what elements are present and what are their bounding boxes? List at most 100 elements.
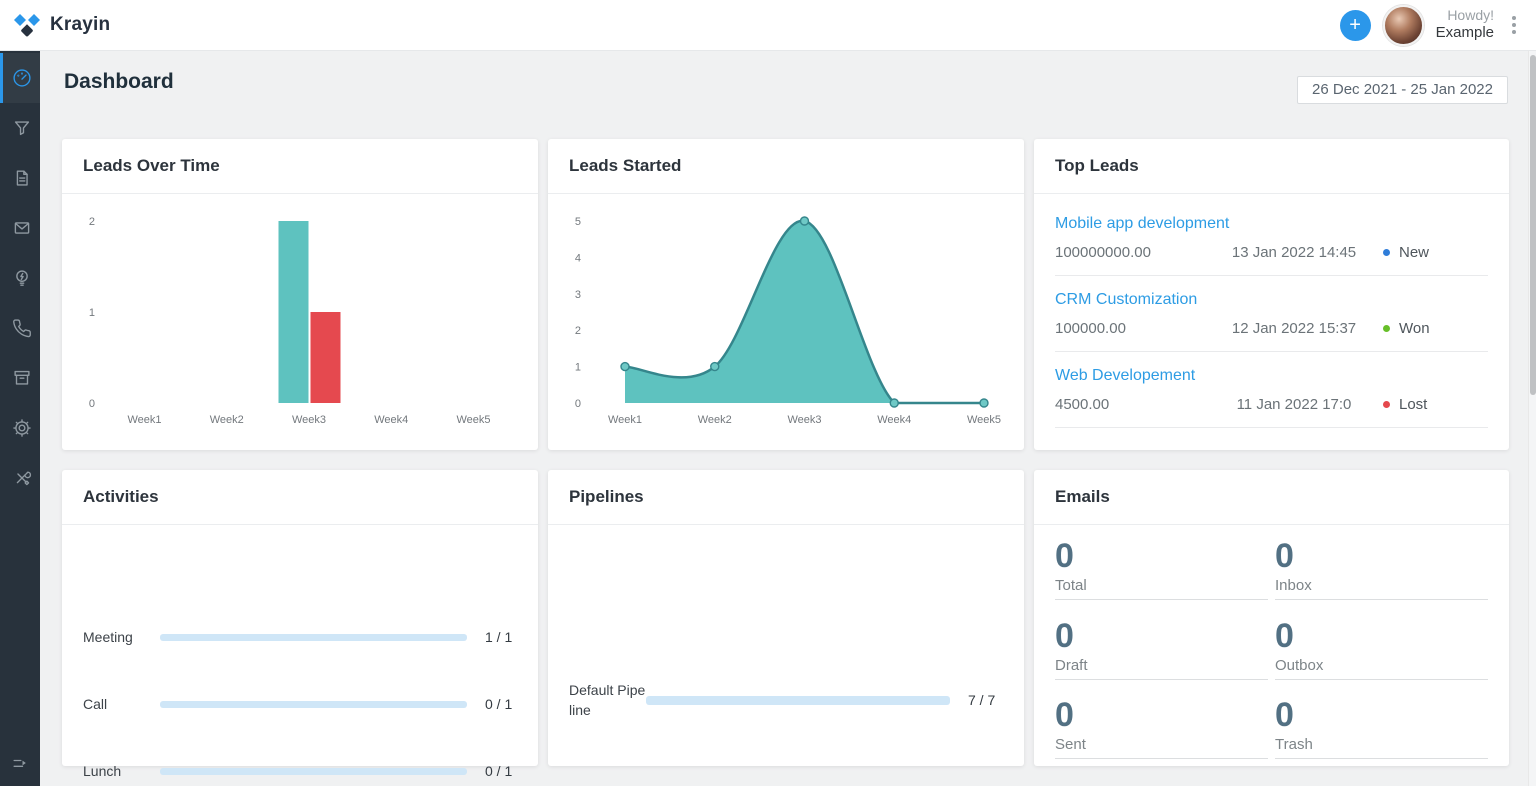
card-body: 0 1 2 Week1 Week2 Week3 Week4 Week5 xyxy=(62,194,538,450)
email-stat-sent: 0 Sent xyxy=(1055,696,1268,760)
status-label: New xyxy=(1399,244,1430,261)
svg-text:Week3: Week3 xyxy=(292,414,326,426)
pipeline-row-default: Default Pipeline 7 / 7 xyxy=(548,680,1024,720)
card-title: Activities xyxy=(83,487,159,506)
card-leads-started: Leads Started 0 1 2 3 4 5 Week1 Week2 Week3 Week4… xyxy=(548,139,1024,450)
card-activities: Activities Meeting 1 / 1 Call 0 / 1 xyxy=(62,470,538,779)
stat-value: 0 xyxy=(1275,696,1294,735)
brand-logo[interactable]: Krayin xyxy=(0,13,110,38)
activity-label: Call xyxy=(83,696,108,712)
card-header: Pipelines xyxy=(548,470,1024,525)
stat-label: Total xyxy=(1055,577,1087,594)
sidebar-item-archive[interactable] xyxy=(0,353,40,403)
progress-bar xyxy=(646,695,950,705)
lead-status: New xyxy=(1383,244,1488,261)
email-stat-inbox: 0 Inbox xyxy=(1275,538,1488,600)
top-lead-row: Web Developement 4500.00 11 Jan 2022 17:… xyxy=(1055,352,1488,428)
svg-text:Week2: Week2 xyxy=(698,414,732,426)
svg-text:1: 1 xyxy=(89,307,95,319)
sidebar-item-contacts[interactable] xyxy=(0,303,40,353)
stat-value: 0 xyxy=(1055,616,1074,655)
card-emails: Emails 0 Total 0 Inbox 0 Draft 0 Outbox xyxy=(1034,470,1509,766)
leads-over-time-bar-chart: 0 1 2 Week1 Week2 Week3 Week4 Week5 xyxy=(89,216,491,426)
sidebar-item-configuration[interactable] xyxy=(0,453,40,503)
svg-text:Week1: Week1 xyxy=(608,414,642,426)
card-body: Default Pipeline 7 / 7 xyxy=(548,525,1024,766)
sidebar xyxy=(0,50,40,786)
stat-value: 0 xyxy=(1055,537,1074,575)
pipeline-value: 7 / 7 xyxy=(968,692,996,708)
lead-title-link[interactable]: Web Developement xyxy=(1055,367,1196,384)
status-dot xyxy=(1383,249,1390,256)
progress-bar xyxy=(160,633,467,641)
stat-value: 0 xyxy=(1055,696,1074,735)
brand-name: Krayin xyxy=(50,14,111,35)
activity-value: 1 / 1 xyxy=(485,629,513,645)
card-body: 0 1 2 3 4 5 Week1 Week2 Week3 Week4 Week5 xyxy=(548,194,1024,450)
email-stat-draft: 0 Draft xyxy=(1055,618,1268,680)
card-header: Emails xyxy=(1034,470,1509,525)
activity-value: 0 / 1 xyxy=(485,763,513,779)
scrollbar-thumb[interactable] xyxy=(1530,55,1536,395)
progress-bar xyxy=(160,767,467,775)
card-top-leads: Top Leads Mobile app development 1000000… xyxy=(1034,139,1509,450)
stat-label: Sent xyxy=(1055,736,1086,754)
pipeline-label: Default Pipeline xyxy=(569,682,646,718)
plus-icon: + xyxy=(1349,13,1361,36)
sidebar-item-settings[interactable] xyxy=(0,403,40,453)
user-greeting: Howdy! Example xyxy=(1436,7,1494,43)
funnel-icon xyxy=(14,121,29,136)
krayin-logo-icon xyxy=(14,13,40,36)
sidebar-collapse-button[interactable] xyxy=(0,746,40,780)
lead-value: 100000.00 xyxy=(1055,320,1126,337)
svg-text:Week1: Week1 xyxy=(127,414,161,426)
card-header: Top Leads xyxy=(1034,139,1509,194)
archive-box-icon xyxy=(13,370,30,385)
svg-text:Week3: Week3 xyxy=(787,414,821,426)
card-leads-over-time: Leads Over Time 0 1 2 Week1 Week2 Week3 Week4 W… xyxy=(62,139,538,450)
sidebar-item-mail[interactable] xyxy=(0,203,40,253)
stat-value: 0 xyxy=(1275,537,1294,575)
status-label: Won xyxy=(1399,320,1430,337)
stat-label: Inbox xyxy=(1275,577,1312,594)
lead-meta: 4500.00 11 Jan 2022 17:0 Lost xyxy=(1055,396,1488,413)
page-scrollbar xyxy=(1528,50,1536,786)
lead-title-link[interactable]: Mobile app development xyxy=(1055,215,1230,232)
email-stat-trash: 0 Trash xyxy=(1275,696,1488,760)
card-title: Emails xyxy=(1055,487,1110,506)
page-title: Dashboard xyxy=(64,70,174,93)
lead-title-link[interactable]: CRM Customization xyxy=(1055,291,1198,308)
sidebar-item-products[interactable] xyxy=(0,253,40,303)
file-document-icon xyxy=(16,170,28,186)
card-title: Pipelines xyxy=(569,487,644,506)
status-dot xyxy=(1383,325,1390,332)
header-right-cluster: + Howdy! Example xyxy=(1339,4,1536,46)
svg-text:Week2: Week2 xyxy=(210,414,244,426)
kebab-menu-icon[interactable] xyxy=(1506,12,1522,38)
create-button[interactable]: + xyxy=(1339,9,1371,41)
sidebar-item-leads[interactable] xyxy=(0,103,40,153)
user-avatar[interactable] xyxy=(1382,4,1424,46)
svg-text:5: 5 xyxy=(575,216,581,228)
stat-value: 0 xyxy=(1275,616,1294,655)
activity-label: Meeting xyxy=(83,629,133,645)
sidebar-item-quotes[interactable] xyxy=(0,153,40,203)
date-range-picker[interactable]: 26 Dec 2021 - 25 Jan 2022 xyxy=(1297,76,1508,104)
card-pipelines: Pipelines Default Pipeline 7 / 7 xyxy=(548,470,1024,766)
lead-date: 11 Jan 2022 17:0 xyxy=(1236,396,1352,413)
email-stat-outbox: 0 Outbox xyxy=(1275,618,1488,680)
activity-row-lunch: Lunch 0 / 1 xyxy=(62,761,538,781)
email-stat-total: 0 Total xyxy=(1055,538,1268,600)
lead-value: 100000000.00 xyxy=(1055,244,1151,261)
lead-meta: 100000.00 12 Jan 2022 15:37 Won xyxy=(1055,320,1488,337)
lead-status: Won xyxy=(1383,320,1488,337)
tools-icon xyxy=(16,471,31,486)
lead-date: 13 Jan 2022 14:45 xyxy=(1231,244,1357,261)
card-header: Activities xyxy=(62,470,538,525)
divider xyxy=(1055,351,1488,352)
stat-label: Draft xyxy=(1055,656,1088,674)
card-body: Mobile app development 100000000.00 13 J… xyxy=(1034,194,1509,450)
activity-row-call: Call 0 / 1 xyxy=(62,694,538,714)
sidebar-item-dashboard[interactable] xyxy=(0,53,40,103)
